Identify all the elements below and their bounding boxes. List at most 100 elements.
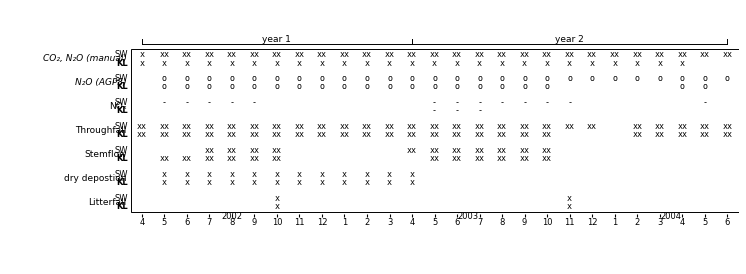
Text: SW: SW (115, 194, 128, 203)
Text: xx: xx (339, 122, 349, 131)
Text: xx: xx (384, 122, 395, 131)
Text: -: - (522, 98, 527, 107)
Text: xx: xx (227, 122, 237, 131)
Text: year 1: year 1 (263, 35, 292, 44)
Text: x: x (207, 170, 212, 179)
Text: Stemflow: Stemflow (84, 150, 127, 159)
Text: x: x (162, 170, 167, 179)
Text: o: o (725, 74, 730, 83)
Text: -: - (432, 98, 437, 107)
Text: xx: xx (497, 155, 507, 163)
Text: o: o (275, 74, 280, 83)
Text: o: o (319, 74, 325, 83)
Text: -: - (454, 107, 460, 115)
Text: x: x (410, 170, 415, 179)
Text: -: - (567, 98, 572, 107)
Text: xx: xx (722, 130, 733, 139)
Text: o: o (410, 82, 415, 92)
Text: o: o (432, 82, 437, 92)
Text: xx: xx (160, 50, 169, 59)
Text: x: x (184, 170, 189, 179)
Text: xx: xx (182, 130, 192, 139)
Text: x: x (207, 59, 212, 67)
Text: o: o (589, 74, 595, 83)
Text: o: o (297, 82, 302, 92)
Text: 2004: 2004 (660, 212, 682, 221)
Text: xx: xx (182, 155, 192, 163)
Text: xx: xx (700, 130, 709, 139)
Text: x: x (140, 59, 144, 67)
Text: o: o (387, 74, 392, 83)
Text: -: - (477, 98, 482, 107)
Text: x: x (387, 178, 392, 187)
Text: xx: xx (384, 50, 395, 59)
Text: o: o (500, 82, 504, 92)
Text: o: o (319, 82, 325, 92)
Text: o: o (500, 74, 504, 83)
Text: o: o (454, 82, 460, 92)
Text: xx: xx (317, 50, 327, 59)
Text: xx: xx (384, 130, 395, 139)
Text: o: o (545, 82, 550, 92)
Text: xx: xx (542, 146, 552, 155)
Text: xx: xx (227, 50, 237, 59)
Text: x: x (365, 178, 369, 187)
Text: o: o (410, 74, 415, 83)
Text: xx: xx (520, 155, 530, 163)
Text: xx: xx (204, 50, 214, 59)
Text: xx: xx (407, 146, 417, 155)
Text: xx: xx (474, 155, 485, 163)
Text: dry depostion: dry depostion (64, 174, 127, 183)
Text: xx: xx (339, 130, 349, 139)
Text: x: x (252, 170, 257, 179)
Text: N₂O (AGPS): N₂O (AGPS) (75, 78, 127, 87)
Text: x: x (229, 178, 234, 187)
Text: o: o (454, 74, 460, 83)
Text: xx: xx (407, 122, 417, 131)
Text: xx: xx (295, 50, 304, 59)
Text: xx: xx (700, 50, 709, 59)
Text: -: - (252, 98, 257, 107)
Text: x: x (319, 178, 325, 187)
Text: xx: xx (160, 155, 169, 163)
Text: o: o (545, 74, 550, 83)
Text: xx: xx (677, 130, 687, 139)
Text: x: x (522, 59, 527, 67)
Text: x: x (387, 59, 392, 67)
Text: xx: xx (655, 122, 665, 131)
Text: xx: xx (137, 130, 147, 139)
Text: xx: xx (497, 146, 507, 155)
Text: o: o (702, 82, 707, 92)
Text: x: x (342, 178, 347, 187)
Text: Litterfall: Litterfall (89, 198, 127, 207)
Text: xx: xx (632, 122, 642, 131)
Text: SW: SW (115, 74, 128, 83)
Text: xx: xx (249, 146, 260, 155)
Text: xx: xx (430, 146, 439, 155)
Text: x: x (275, 202, 280, 211)
Text: o: o (252, 74, 257, 83)
Text: -: - (454, 98, 460, 107)
Text: o: o (702, 74, 707, 83)
Text: o: o (229, 74, 234, 83)
Text: o: o (522, 74, 527, 83)
Text: xx: xx (452, 50, 462, 59)
Text: xx: xx (609, 50, 620, 59)
Text: xx: xx (430, 50, 439, 59)
Text: o: o (680, 82, 685, 92)
Text: xx: xx (182, 50, 192, 59)
Text: xx: xx (227, 146, 237, 155)
Text: x: x (229, 170, 234, 179)
Text: xx: xx (542, 50, 552, 59)
Text: Throughfall: Throughfall (75, 126, 127, 135)
Text: -: - (162, 98, 167, 107)
Text: -: - (477, 107, 482, 115)
Text: xx: xx (565, 122, 574, 131)
Text: xx: xx (249, 155, 260, 163)
Text: xx: xx (474, 146, 485, 155)
Text: xx: xx (249, 122, 260, 131)
Text: xx: xx (272, 130, 282, 139)
Text: -: - (432, 107, 437, 115)
Text: x: x (410, 59, 415, 67)
Text: o: o (342, 82, 347, 92)
